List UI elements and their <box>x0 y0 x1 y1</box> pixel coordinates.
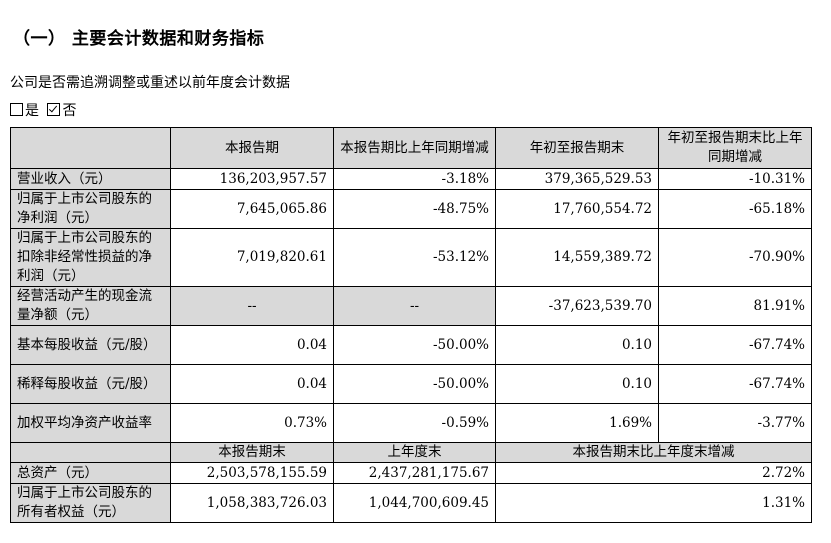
header-cell: 年初至报告期末比上年同期增减 <box>658 127 812 169</box>
cell-value: -53.12% <box>333 228 496 287</box>
cell-value: -- <box>333 286 496 326</box>
table-row: 经营活动产生的现金流量净额（元） -- -- -37,623,539.70 81… <box>10 286 812 326</box>
table-row: 营业收入（元） 136,203,957.57 -3.18% 379,365,52… <box>10 168 812 190</box>
cell-value: 136,203,957.57 <box>170 168 334 190</box>
row-label: 归属于上市公司股东的所有者权益（元） <box>10 483 171 523</box>
cell-value: 0.10 <box>495 325 659 365</box>
table-row: 总资产（元） 2,503,578,155.59 2,437,281,175.67… <box>10 462 812 484</box>
cell-value: -48.75% <box>333 189 496 229</box>
cell-value: 1.69% <box>495 403 659 443</box>
option-no[interactable]: 否 <box>47 100 76 120</box>
header-cell: 本报告期比上年同期增减 <box>333 127 496 169</box>
table-row: 基本每股收益（元/股） 0.04 -50.00% 0.10 -67.74% <box>10 325 812 365</box>
cell-value: 379,365,529.53 <box>495 168 659 190</box>
table-row: 归属于上市公司股东的所有者权益（元） 1,058,383,726.03 1,04… <box>10 483 812 523</box>
row-label: 营业收入（元） <box>10 168 171 190</box>
cell-value: 17,760,554.72 <box>495 189 659 229</box>
table-subheader-row: 本报告期末 上年度末 本报告期末比上年度末增减 <box>10 442 812 463</box>
cell-value: -3.18% <box>333 168 496 190</box>
cell-value: 1,058,383,726.03 <box>170 483 334 523</box>
cell-value: -67.74% <box>658 325 812 365</box>
cell-value: 7,019,820.61 <box>170 228 334 287</box>
restatement-question: 公司是否需追溯调整或重述以前年度会计数据 <box>10 75 290 91</box>
row-label: 总资产（元） <box>10 462 171 484</box>
cell-value: -- <box>170 286 334 326</box>
header-cell: 本报告期末 <box>170 442 334 463</box>
table-header-row: 本报告期 本报告期比上年同期增减 年初至报告期末 年初至报告期末比上年同期增减 <box>10 127 812 169</box>
cell-value: -10.31% <box>658 168 812 190</box>
cell-value: 2,503,578,155.59 <box>170 462 334 484</box>
checkbox-yes-icon[interactable] <box>10 103 23 116</box>
cell-value: 0.04 <box>170 325 334 365</box>
cell-value: 0.10 <box>495 364 659 404</box>
table-row: 稀释每股收益（元/股） 0.04 -50.00% 0.10 -67.74% <box>10 364 812 404</box>
header-blank <box>10 127 171 169</box>
option-no-label: 否 <box>62 103 77 119</box>
cell-value: 0.04 <box>170 364 334 404</box>
header-cell: 年初至报告期末 <box>495 127 659 169</box>
cell-value: -67.74% <box>658 364 812 404</box>
option-yes-label: 是 <box>25 103 39 119</box>
table-row: 归属于上市公司股东的净利润（元） 7,645,065.86 -48.75% 17… <box>10 189 812 229</box>
financial-data-table: 本报告期 本报告期比上年同期增减 年初至报告期末 年初至报告期末比上年同期增减 … <box>10 127 812 523</box>
row-label: 归属于上市公司股东的扣除非经常性损益的净利润（元） <box>10 228 171 287</box>
row-label: 稀释每股收益（元/股） <box>10 364 171 404</box>
option-yes[interactable]: 是 <box>10 100 39 120</box>
cell-value: -50.00% <box>333 325 496 365</box>
row-label: 加权平均净资产收益率 <box>10 403 171 443</box>
cell-value: -70.90% <box>658 228 812 287</box>
table-row: 加权平均净资产收益率 0.73% -0.59% 1.69% -3.77% <box>10 403 812 443</box>
cell-value: 1,044,700,609.45 <box>333 483 496 523</box>
row-label: 经营活动产生的现金流量净额（元） <box>10 286 171 326</box>
checkbox-no-checked-icon[interactable] <box>47 103 61 116</box>
header-cell: 本报告期 <box>170 127 334 169</box>
cell-value: -0.59% <box>333 403 496 443</box>
cell-value: 14,559,389.72 <box>495 228 659 287</box>
cell-value: 2,437,281,175.67 <box>333 462 496 484</box>
cell-value: 1.31% <box>495 483 812 523</box>
row-label: 归属于上市公司股东的净利润（元） <box>10 189 171 229</box>
section-heading: （一） 主要会计数据和财务指标 <box>13 29 265 49</box>
header-cell: 本报告期末比上年度末增减 <box>495 442 812 463</box>
cell-value: 0.73% <box>170 403 334 443</box>
cell-value: -50.00% <box>333 364 496 404</box>
restatement-options: 是 否 <box>10 100 80 120</box>
row-label: 基本每股收益（元/股） <box>10 325 171 365</box>
cell-value: -37,623,539.70 <box>495 286 659 326</box>
table-row: 归属于上市公司股东的扣除非经常性损益的净利润（元） 7,019,820.61 -… <box>10 228 812 287</box>
header-cell: 上年度末 <box>333 442 496 463</box>
cell-value: -65.18% <box>658 189 812 229</box>
cell-value: 81.91% <box>658 286 812 326</box>
header-blank <box>10 442 171 463</box>
cell-value: -3.77% <box>658 403 812 443</box>
cell-value: 7,645,065.86 <box>170 189 334 229</box>
cell-value: 2.72% <box>495 462 812 484</box>
